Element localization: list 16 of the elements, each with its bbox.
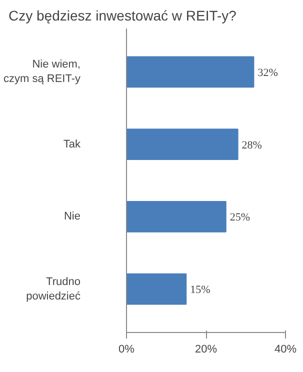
x-tick-label: 0% — [118, 344, 135, 356]
bar — [126, 128, 238, 160]
data-label: 32% — [258, 66, 278, 79]
bar — [126, 273, 187, 305]
bar — [126, 56, 254, 88]
y-tick-label: Trudno powiedzieć — [26, 276, 81, 302]
x-tick-label: 40% — [274, 344, 297, 356]
y-tick-label: Nie — [64, 210, 81, 223]
data-label: 15% — [190, 284, 210, 296]
data-label: 25% — [230, 212, 250, 224]
bar — [126, 200, 226, 232]
x-tick-label: 20% — [194, 344, 218, 356]
y-tick-label: Tak — [63, 138, 81, 150]
chart-title: Czy będziesz inwestować w REIT-y? — [8, 8, 237, 24]
y-tick-label: Nie wiem, czym są REIT-y — [3, 58, 81, 86]
data-label: 28% — [242, 139, 262, 152]
